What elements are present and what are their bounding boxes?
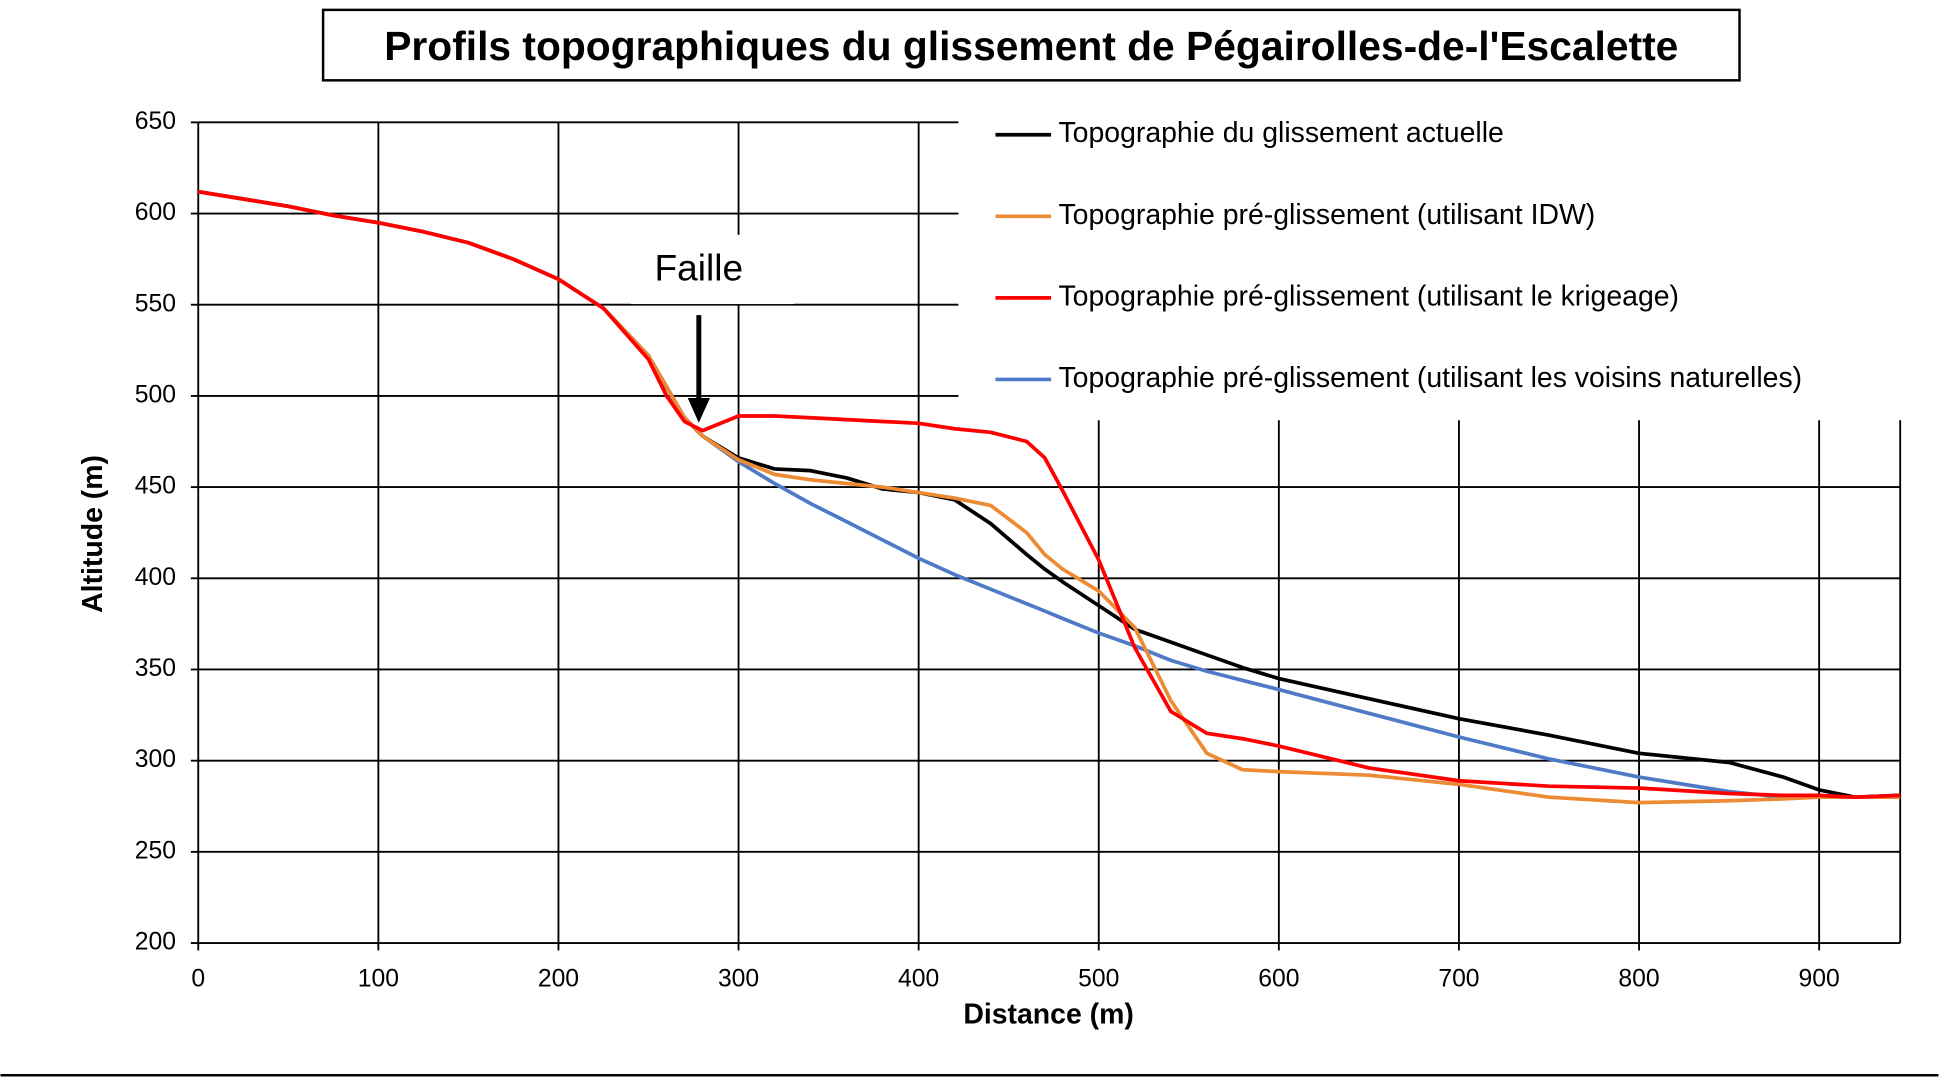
legend-bg bbox=[958, 106, 1939, 421]
legend-label: Topographie du glissement actuelle bbox=[1058, 117, 1503, 149]
x-tick-label: 600 bbox=[1258, 966, 1299, 993]
y-tick-label: 550 bbox=[135, 290, 176, 317]
x-tick-label: 400 bbox=[898, 966, 939, 993]
legend-label: Topographie pré-glissement (utilisant ID… bbox=[1058, 199, 1595, 231]
legend-label: Topographie pré-glissement (utilisant le… bbox=[1058, 280, 1679, 312]
x-tick-label: 0 bbox=[191, 966, 205, 993]
chart-title: Profils topographiques du glissement de … bbox=[384, 23, 1678, 69]
x-tick-label: 100 bbox=[358, 966, 399, 993]
x-axis-label: Distance (m) bbox=[963, 998, 1133, 1030]
y-tick-label: 450 bbox=[135, 473, 176, 500]
y-tick-label: 200 bbox=[135, 929, 176, 956]
legend-label: Topographie pré-glissement (utilisant le… bbox=[1058, 362, 1802, 394]
lines bbox=[197, 189, 1901, 805]
x-tick-label: 800 bbox=[1618, 966, 1659, 993]
annotation: Faille bbox=[655, 246, 744, 288]
y-tick-label: 300 bbox=[135, 746, 176, 773]
x-tick-label: 500 bbox=[1078, 966, 1119, 993]
title-box bbox=[321, 8, 1741, 82]
y-tick-label: 400 bbox=[135, 564, 176, 591]
x-tick-label: 900 bbox=[1799, 966, 1840, 993]
annotation-bg bbox=[630, 234, 794, 305]
x-tick-label: 300 bbox=[718, 966, 759, 993]
arrow-head bbox=[687, 397, 710, 423]
x-tick-label: 200 bbox=[538, 966, 579, 993]
y-tick-label: 350 bbox=[135, 655, 176, 682]
x-tick-label: 700 bbox=[1438, 966, 1479, 993]
y-tick-label: 650 bbox=[135, 108, 176, 135]
y-tick-label: 500 bbox=[135, 381, 176, 408]
y-axis-label: Altitude (m) bbox=[77, 455, 109, 613]
y-tick-label: 600 bbox=[135, 199, 176, 226]
legend: Topographie du glissement actuelle Topogr… bbox=[995, 117, 1802, 394]
series-line bbox=[197, 189, 1901, 800]
y-tick-label: 250 bbox=[135, 837, 176, 864]
